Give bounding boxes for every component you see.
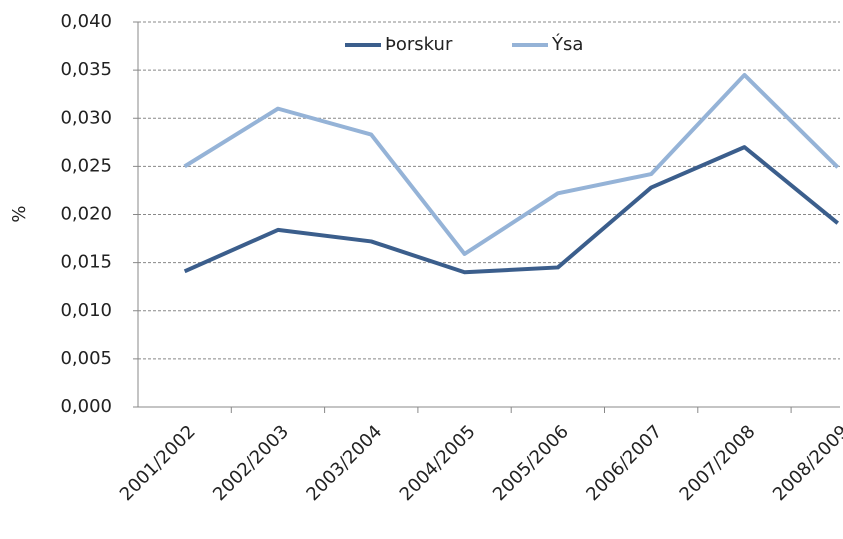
x-tick-label: 2007/2008 [676,421,760,505]
y-tick-label: 0,010 [60,300,112,321]
y-tick-label: 0,030 [60,107,112,128]
series-line [183,145,840,275]
y-tick-label: 0,020 [60,204,112,225]
y-tick-label: 0,040 [60,11,112,32]
y-tick-label: 0,000 [60,396,112,417]
y-axis-label: % [9,205,30,222]
x-tick-label: 2008/2009 [769,421,843,505]
legend-label: Ýsa [551,33,583,55]
x-tick-label: 2006/2007 [582,421,666,505]
x-tick-label: 2003/2004 [302,421,386,505]
x-tick-label: 2004/2005 [396,421,480,505]
y-tick-label: 0,015 [60,252,112,273]
y-tick-label: 0,005 [60,348,112,369]
x-tick-label: 2002/2003 [209,421,293,505]
x-tick-label: 2001/2002 [116,421,200,505]
legend-label: Þorskur [385,34,453,55]
series-line [183,72,840,256]
x-tick-label: 2005/2006 [489,421,573,505]
y-tick-label: 0,035 [60,59,112,80]
y-tick-label: 0,025 [60,155,112,176]
